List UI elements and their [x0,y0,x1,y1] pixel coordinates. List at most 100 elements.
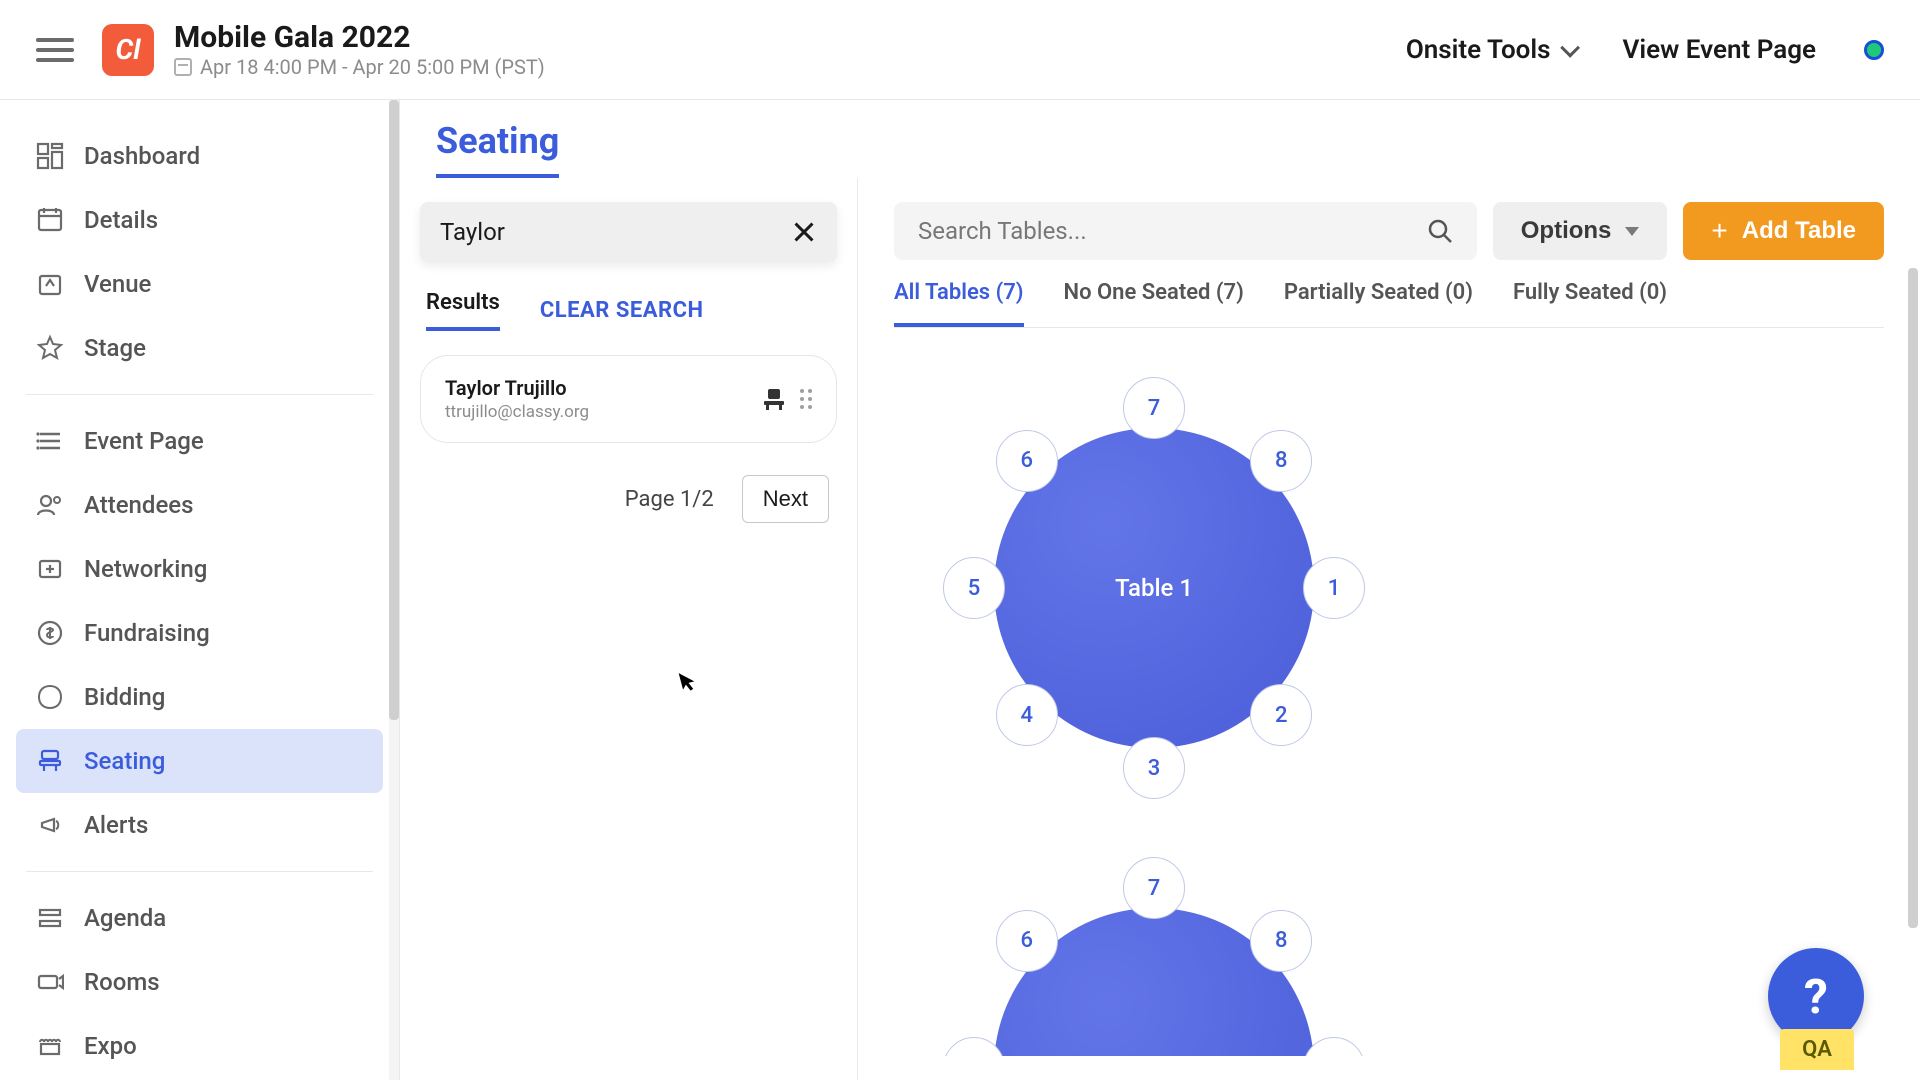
seat-7[interactable]: 7 [1123,377,1185,439]
sidebar-item-fundraising[interactable]: Fundraising [16,601,383,665]
stage-icon [36,334,64,362]
seating-icon [36,747,64,775]
clear-search-button[interactable]: CLEAR SEARCH [540,298,704,323]
sidebar-item-expo[interactable]: Expo [16,1014,383,1078]
onsite-tools-label: Onsite Tools [1406,35,1551,65]
cursor-icon [677,668,698,693]
details-icon [36,206,64,234]
next-button[interactable]: Next [742,475,829,523]
result-name: Taylor Trujillo [445,376,589,400]
add-table-button[interactable]: + Add Table [1683,202,1884,260]
expo-icon [36,1032,64,1060]
seat-2[interactable]: 2 [1250,684,1312,746]
table-2[interactable]: Table 212345678 [934,848,1374,1056]
plus-icon: + [1711,217,1727,245]
agenda-icon [36,904,64,932]
table-search-placeholder: Search Tables... [918,217,1087,245]
sidebar-item-label: Networking [84,555,207,583]
page-label: Page 1/2 [625,487,714,512]
result-email: ttrujillo@classy.org [445,402,589,422]
alerts-icon [36,811,64,839]
sidebar-item-seating[interactable]: Seating [16,729,383,793]
tables-scrollbar[interactable] [1908,268,1918,928]
sidebar-item-attendees[interactable]: Attendees [16,473,383,537]
hamburger-menu[interactable] [36,31,74,69]
seat-4[interactable]: 4 [996,684,1058,746]
sidebar-item-label: Event Page [84,427,204,455]
seat-7[interactable]: 7 [1123,857,1185,919]
seat-6[interactable]: 6 [996,910,1058,972]
sidebar-item-label: Bidding [84,683,165,711]
seat-8[interactable]: 8 [1250,910,1312,972]
seat-icon[interactable] [760,387,788,411]
sidebar: Dashboard Details Venue Stage Event Page Att… [0,100,400,1080]
filter-tab-full[interactable]: Fully Seated (0) [1513,280,1667,327]
page-tab-seating[interactable]: Seating [436,120,559,178]
table-1[interactable]: Table 112345678 [934,368,1374,808]
sidebar-item-alerts[interactable]: Alerts [16,793,383,857]
app-logo[interactable]: Cl [102,24,154,76]
search-result-card[interactable]: Taylor Trujillo ttrujillo@classy.org [420,355,837,443]
search-icon [1427,218,1453,244]
fundraising-icon [36,619,64,647]
nav-divider [26,871,373,872]
add-table-label: Add Table [1742,217,1856,245]
sidebar-item-label: Rooms [84,968,160,996]
event-date: Apr 18 4:00 PM - Apr 20 5:00 PM (PST) [200,55,545,79]
onsite-tools-dropdown[interactable]: Onsite Tools [1406,35,1575,65]
sidebar-item-label: Seating [84,747,165,775]
triangle-down-icon [1625,227,1639,236]
filter-tab-partial[interactable]: Partially Seated (0) [1284,280,1473,327]
seat-1[interactable]: 1 [1303,557,1365,619]
seat-6[interactable]: 6 [996,430,1058,492]
filter-tab-none[interactable]: No One Seated (7) [1064,280,1244,327]
event-title-block: Mobile Gala 2022 Apr 18 4:00 PM - Apr 20… [174,20,545,79]
seat-5[interactable]: 5 [943,557,1005,619]
clear-input-icon[interactable] [791,219,817,245]
sidebar-item-label: Venue [84,270,151,298]
sidebar-item-agenda[interactable]: Agenda [16,886,383,950]
calendar-icon [174,58,192,76]
attendees-icon [36,491,64,519]
options-label: Options [1521,217,1612,245]
sidebar-item-label: Alerts [84,811,148,839]
sidebar-item-rooms[interactable]: Rooms [16,950,383,1014]
table-search-input[interactable]: Search Tables... [894,202,1477,260]
venue-icon [36,270,64,298]
sidebar-item-label: Details [84,206,158,234]
sidebar-item-stage[interactable]: Stage [16,316,383,380]
sidebar-item-label: Fundraising [84,619,210,647]
sidebar-item-dashboard[interactable]: Dashboard [16,124,383,188]
search-query-value: Taylor [440,218,505,246]
seat-1[interactable]: 1 [1303,1037,1365,1056]
view-event-link[interactable]: View Event Page [1623,35,1816,65]
attendee-search-input[interactable]: Taylor [420,202,837,262]
rooms-icon [36,968,64,996]
sidebar-item-label: Agenda [84,904,166,932]
results-tab[interactable]: Results [426,290,500,331]
sidebar-item-venue[interactable]: Venue [16,252,383,316]
sidebar-scrollbar[interactable] [389,100,399,1080]
sidebar-item-details[interactable]: Details [16,188,383,252]
nav-divider [26,394,373,395]
sidebar-item-networking[interactable]: Networking [16,537,383,601]
attendee-search-panel: Taylor Results CLEAR SEARCH Taylor Truji… [400,178,858,1080]
qa-badge: QA [1780,1029,1854,1070]
status-indicator-icon [1864,40,1884,60]
filter-tab-all[interactable]: All Tables (7) [894,280,1024,327]
event-page-icon [36,427,64,455]
seat-3[interactable]: 3 [1123,737,1185,799]
sidebar-item-bidding[interactable]: Bidding [16,665,383,729]
bidding-icon [36,683,64,711]
dashboard-icon [36,142,64,170]
sidebar-item-label: Stage [84,334,146,362]
seat-8[interactable]: 8 [1250,430,1312,492]
drag-handle-icon[interactable] [800,389,812,409]
event-title: Mobile Gala 2022 [174,20,545,55]
networking-icon [36,555,64,583]
sidebar-item-label: Expo [84,1032,137,1060]
chevron-down-icon [1560,37,1580,57]
sidebar-item-event-page[interactable]: Event Page [16,409,383,473]
options-button[interactable]: Options [1493,202,1668,260]
tables-panel: Search Tables... Options + Add Table [858,178,1920,1080]
